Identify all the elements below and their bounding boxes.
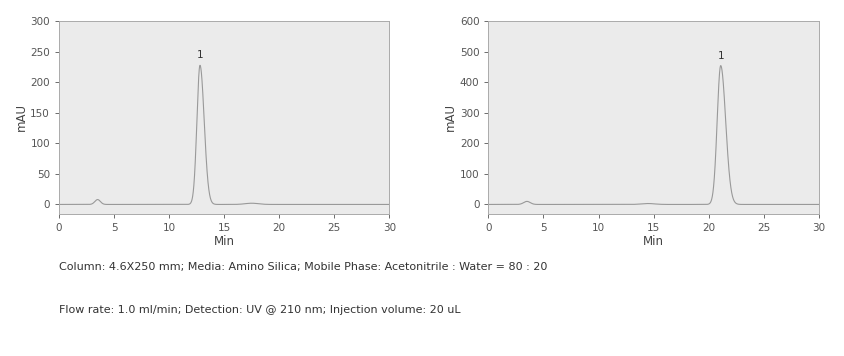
Y-axis label: mAU: mAU [444,104,457,131]
X-axis label: Min: Min [214,235,235,248]
Text: 1: 1 [717,51,724,61]
Text: 1: 1 [197,50,203,60]
Text: Column: 4.6X250 mm; Media: Amino Silica; Mobile Phase: Acetonitrile : Water = 80: Column: 4.6X250 mm; Media: Amino Silica;… [59,262,548,272]
X-axis label: Min: Min [643,235,664,248]
Y-axis label: mAU: mAU [14,104,28,131]
Text: Flow rate: 1.0 ml/min; Detection: UV @ 210 nm; Injection volume: 20 uL: Flow rate: 1.0 ml/min; Detection: UV @ 2… [59,305,461,315]
